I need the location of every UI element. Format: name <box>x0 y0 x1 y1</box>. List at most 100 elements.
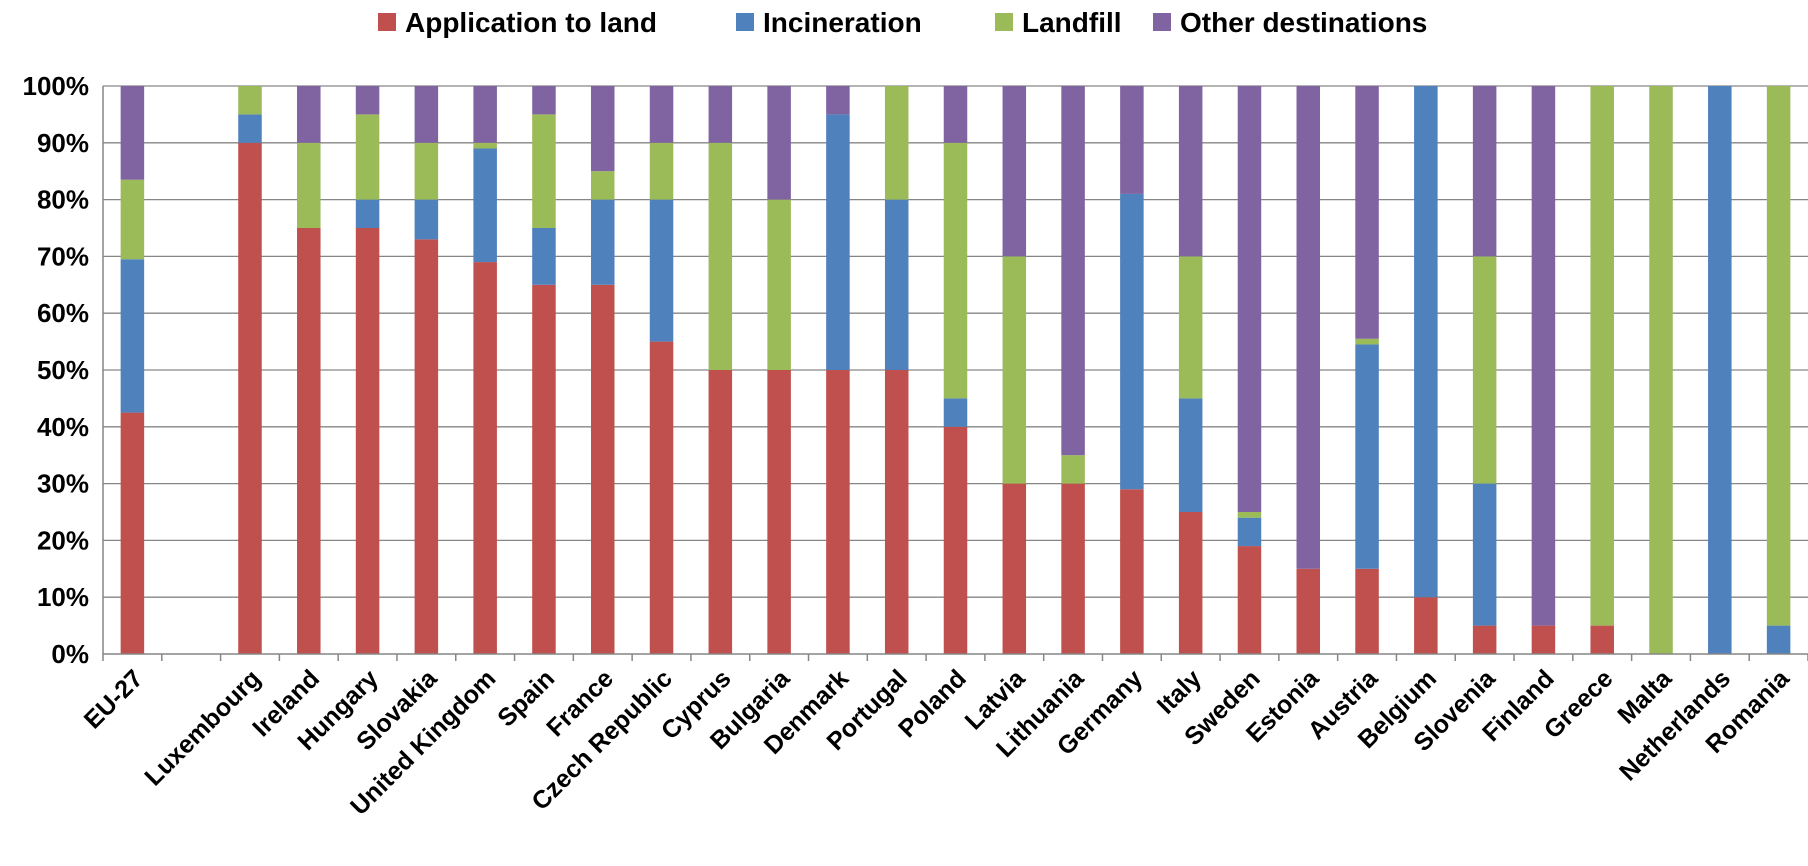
bar-incineration-romania <box>1766 625 1791 654</box>
bar-landfill-romania <box>1766 86 1791 626</box>
bar-landfill-slovenia <box>1472 256 1497 484</box>
bar-incineration-united-kingdom <box>473 148 497 263</box>
bar-application-to-land-united-kingdom <box>473 262 497 654</box>
y-tick-label: 50% <box>37 355 89 385</box>
bar-other-destinations-cyprus <box>708 86 733 143</box>
bar-landfill-luxembourg <box>238 86 262 115</box>
bar-application-to-land-luxembourg <box>238 142 262 655</box>
legend-label-other-destinations: Other destinations <box>1180 7 1427 38</box>
bar-other-destinations-eu-27 <box>120 86 145 180</box>
y-tick-label: 30% <box>37 469 89 499</box>
bar-application-to-land-hungary <box>355 228 380 654</box>
bar-other-destinations-germany <box>1120 86 1144 194</box>
bar-application-to-land-denmark <box>826 370 850 654</box>
bar-application-to-land-italy <box>1178 512 1203 654</box>
bar-landfill-cyprus <box>708 142 733 370</box>
bar-application-to-land-sweden <box>1237 546 1262 654</box>
bar-application-to-land-bulgaria <box>767 370 791 654</box>
y-tick-label: 20% <box>37 525 89 555</box>
bar-landfill-austria <box>1355 338 1379 345</box>
bar-landfill-malta <box>1649 86 1673 654</box>
bar-landfill-hungary <box>355 114 380 200</box>
bar-incineration-slovakia <box>414 199 439 240</box>
y-tick-label: 70% <box>37 241 89 271</box>
bar-application-to-land-latvia <box>1002 483 1027 654</box>
bar-other-destinations-latvia <box>1002 86 1027 257</box>
bar-other-destinations-slovenia <box>1472 86 1497 257</box>
bar-other-destinations-spain <box>532 86 556 115</box>
bar-landfill-ireland <box>297 142 321 228</box>
bar-landfill-france <box>590 171 615 200</box>
bar-other-destinations-ireland <box>297 86 321 143</box>
legend-swatch-landfill <box>995 13 1013 31</box>
bar-other-destinations-united-kingdom <box>473 86 497 143</box>
bar-application-to-land-spain <box>532 284 556 654</box>
bar-other-destinations-sweden <box>1237 86 1262 512</box>
bar-other-destinations-estonia <box>1296 86 1321 569</box>
bar-landfill-sweden <box>1237 512 1262 518</box>
y-tick-label: 0% <box>51 639 89 669</box>
bar-incineration-belgium <box>1414 86 1438 598</box>
bar-incineration-netherlands <box>1708 86 1732 654</box>
y-tick-label: 10% <box>37 582 89 612</box>
bar-other-destinations-czech-republic <box>649 86 674 143</box>
bar-incineration-czech-republic <box>649 199 674 342</box>
bar-application-to-land-austria <box>1355 568 1379 654</box>
y-axis-ticks: 0% 10% 20% 30% 40% 50% 60% 70% 80% 90% 100% <box>23 71 90 669</box>
y-tick-label: 40% <box>37 412 89 442</box>
bar-application-to-land-germany <box>1120 489 1144 654</box>
bar-other-destinations-bulgaria <box>767 86 791 200</box>
legend-label-incineration: Incineration <box>763 7 922 38</box>
bar-landfill-bulgaria <box>767 199 791 370</box>
bar-other-destinations-finland <box>1531 86 1556 626</box>
bar-other-destinations-austria <box>1355 86 1379 339</box>
bar-incineration-eu-27 <box>120 259 145 413</box>
legend-label-landfill: Landfill <box>1022 7 1122 38</box>
bar-incineration-portugal <box>884 199 909 370</box>
bar-landfill-czech-republic <box>649 142 674 200</box>
bar-landfill-lithuania <box>1061 455 1085 484</box>
bar-incineration-slovenia <box>1472 483 1497 626</box>
bar-application-to-land-france <box>590 284 615 654</box>
bar-landfill-greece <box>1590 86 1614 626</box>
bar-incineration-germany <box>1120 193 1144 490</box>
bar-other-destinations-slovakia <box>414 86 439 143</box>
x-tick-label: Luxembourg <box>139 664 266 791</box>
bar-landfill-spain <box>532 114 556 228</box>
bar-incineration-italy <box>1178 398 1203 512</box>
bar-application-to-land-czech-republic <box>649 341 674 654</box>
bar-application-to-land-finland <box>1531 625 1556 654</box>
bar-application-to-land-greece <box>1590 625 1614 654</box>
bar-incineration-poland <box>943 398 968 427</box>
bar-application-to-land-slovakia <box>414 239 439 655</box>
legend-swatch-other-destinations <box>1153 13 1171 31</box>
bar-landfill-portugal <box>884 86 909 200</box>
bar-landfill-united-kingdom <box>473 142 497 149</box>
bar-incineration-denmark <box>826 114 850 371</box>
bar-landfill-slovakia <box>414 142 439 200</box>
bar-incineration-france <box>590 199 615 285</box>
legend-label-application-to-land: Application to land <box>405 7 657 38</box>
bar-other-destinations-italy <box>1178 86 1203 257</box>
legend-swatch-incineration <box>736 13 754 31</box>
legend-swatch-application-to-land <box>378 13 396 31</box>
bar-landfill-italy <box>1178 256 1203 399</box>
bar-application-to-land-ireland <box>297 228 321 654</box>
bar-landfill-latvia <box>1002 256 1027 484</box>
bar-application-to-land-cyprus <box>708 370 733 654</box>
bar-application-to-land-portugal <box>884 370 909 654</box>
bar-incineration-sweden <box>1237 517 1262 547</box>
bar-other-destinations-france <box>590 86 615 172</box>
y-tick-label: 90% <box>37 128 89 158</box>
bar-other-destinations-poland <box>943 86 968 143</box>
y-tick-label: 80% <box>37 185 89 215</box>
bars <box>120 86 1791 655</box>
legend: Application to land Incineration Landfill O… <box>378 7 1427 38</box>
bar-landfill-eu-27 <box>120 179 145 260</box>
bar-application-to-land-poland <box>943 426 968 654</box>
bar-incineration-luxembourg <box>238 114 262 143</box>
axes <box>102 86 1808 661</box>
bar-application-to-land-estonia <box>1296 568 1321 654</box>
